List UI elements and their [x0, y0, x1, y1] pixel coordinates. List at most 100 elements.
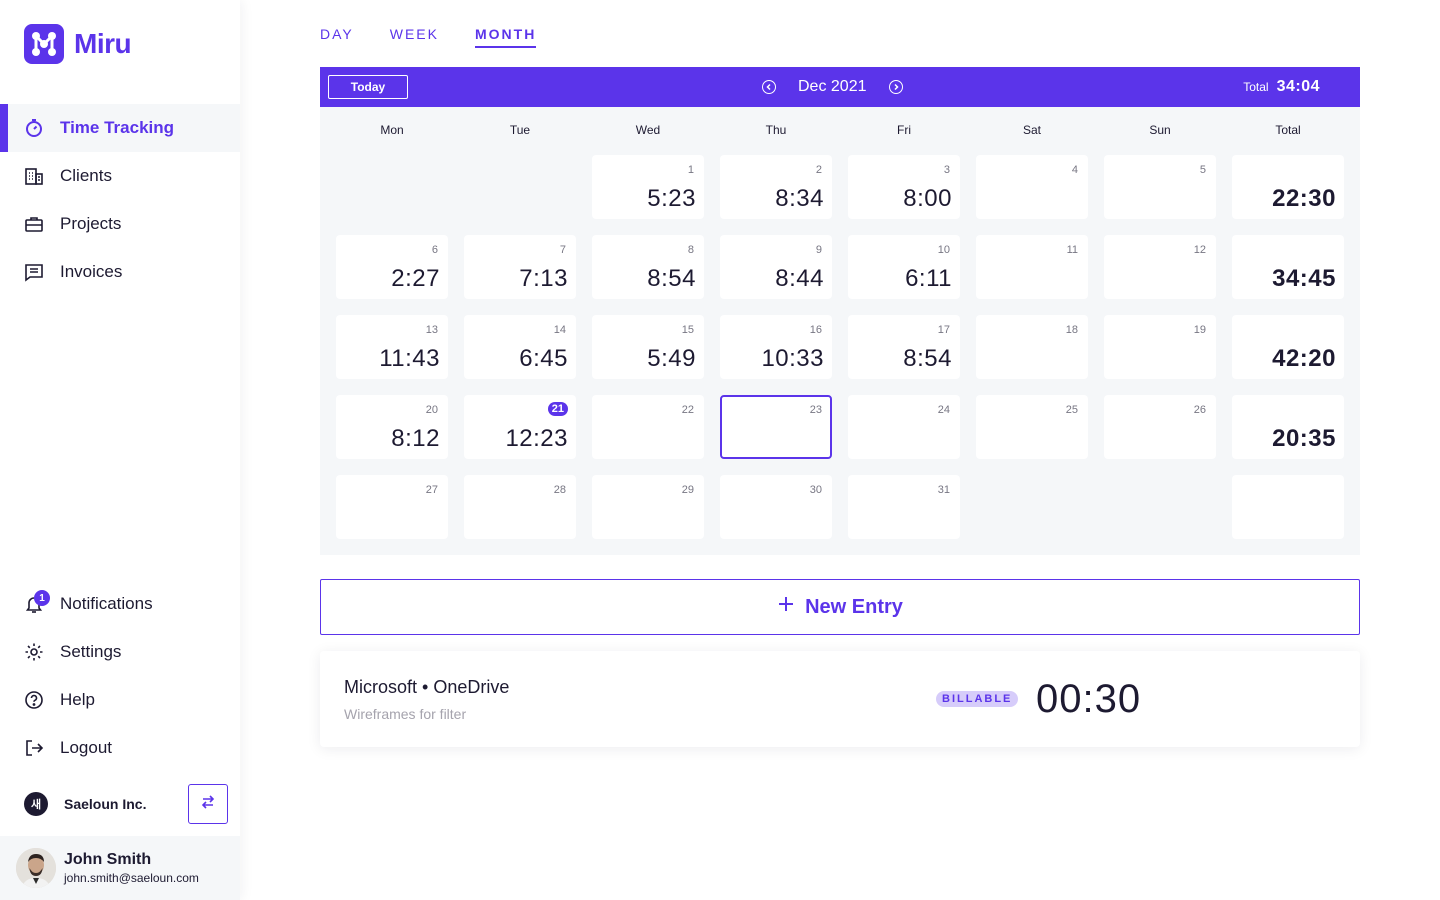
sidebar-item-projects[interactable]: Projects	[0, 200, 240, 248]
day-cell[interactable]: 28	[464, 475, 576, 539]
day-cell[interactable]: 31	[848, 475, 960, 539]
date-number: 28	[553, 484, 566, 496]
date-number: 13	[425, 324, 438, 336]
weekday-label: Mon	[380, 123, 404, 137]
day-cell[interactable]: 16 10:33	[720, 315, 832, 379]
previous-month-button[interactable]	[762, 80, 776, 94]
sidebar-item-invoices[interactable]: Invoices	[0, 248, 240, 296]
stopwatch-icon	[24, 118, 44, 138]
day-cell[interactable]: 4	[976, 155, 1088, 219]
month-total: Total 34:04	[1243, 67, 1320, 107]
day-cell[interactable]: 11	[976, 235, 1088, 299]
sidebar-item-logout[interactable]: Logout	[0, 724, 240, 772]
day-cell[interactable]: 21 12:23	[464, 395, 576, 459]
day-cell[interactable]: 5	[1104, 155, 1216, 219]
sidebar-item-settings[interactable]: Settings	[0, 628, 240, 676]
week-total-value: 22:30	[1272, 185, 1336, 212]
date-number: 12	[1193, 244, 1206, 256]
briefcase-icon	[24, 214, 44, 234]
date-number: 18	[1065, 324, 1078, 336]
day-cell[interactable]: 26	[1104, 395, 1216, 459]
tab-week[interactable]: WEEK	[389, 26, 439, 42]
day-cell[interactable]: 13 11:43	[336, 315, 448, 379]
next-month-button[interactable]	[888, 80, 903, 94]
miru-logo-icon	[24, 24, 64, 64]
weekday-label: Wed	[635, 123, 661, 137]
day-cell[interactable]: 12	[1104, 235, 1216, 299]
day-cell[interactable]: 14 6:45	[464, 315, 576, 379]
day-cell[interactable]: 10 6:11	[848, 235, 960, 299]
week-total-cell: 42:20	[1232, 315, 1344, 379]
calendar-days: 1 5:23 2 8:34 3 8:00 4 5 22:30 6 2:27 7 7:13 8 8:54 9 8:…	[336, 155, 1344, 539]
entry-duration: 00:30	[1036, 677, 1142, 721]
date-number: 25	[1065, 404, 1078, 416]
time-entry-card[interactable]: Microsoft • OneDrive Wireframes for filt…	[320, 651, 1360, 747]
day-cell[interactable]: 2 8:34	[720, 155, 832, 219]
help-icon	[24, 690, 44, 710]
date-number: 29	[681, 484, 694, 496]
day-cell[interactable]: 24	[848, 395, 960, 459]
week-total-value: 20:35	[1272, 425, 1336, 452]
date-number: 7	[559, 244, 566, 256]
sidebar-item-label: Clients	[60, 166, 112, 185]
day-cell[interactable]: 19	[1104, 315, 1216, 379]
day-hours: 8:44	[775, 265, 824, 292]
day-cell[interactable]: 22	[592, 395, 704, 459]
sidebar-item-help[interactable]: Help	[0, 676, 240, 724]
day-cell[interactable]: 18	[976, 315, 1088, 379]
day-cell[interactable]: 15 5:49	[592, 315, 704, 379]
date-number: 10	[937, 244, 950, 256]
day-hours: 8:00	[903, 185, 952, 212]
calendar-header: Today Dec 2021 Total 34:04	[320, 67, 1360, 107]
date-number: 14	[553, 324, 566, 336]
day-cell[interactable]: 7 7:13	[464, 235, 576, 299]
day-cell[interactable]: 8 8:54	[592, 235, 704, 299]
day-hours: 10:33	[761, 345, 824, 372]
view-tabs: DAY WEEK MONTH	[320, 26, 572, 48]
today-button[interactable]: Today	[328, 75, 408, 99]
day-cell[interactable]: 30	[720, 475, 832, 539]
week-total-cell: 22:30	[1232, 155, 1344, 219]
date-number: 23	[809, 404, 822, 416]
day-cell[interactable]: 6 2:27	[336, 235, 448, 299]
app-logo[interactable]: Miru	[24, 24, 132, 64]
user-profile[interactable]: John Smith john.smith@saeloun.com	[0, 836, 240, 900]
week-total-cell: 34:45	[1232, 235, 1344, 299]
logout-icon	[24, 738, 44, 758]
date-number: 24	[937, 404, 950, 416]
sidebar-item-notifications[interactable]: 1 Notifications	[0, 580, 240, 628]
day-cell[interactable]: 3 8:00	[848, 155, 960, 219]
week-total-cell	[1232, 475, 1344, 539]
building-icon	[24, 166, 44, 186]
day-hours: 7:13	[519, 265, 568, 292]
date-number: 31	[937, 484, 950, 496]
day-cell[interactable]: 17 8:54	[848, 315, 960, 379]
date-number: 15	[681, 324, 694, 336]
date-number: 5	[1199, 164, 1206, 176]
date-number: 22	[681, 404, 694, 416]
sidebar-item-clients[interactable]: Clients	[0, 152, 240, 200]
tab-month[interactable]: MONTH	[474, 26, 537, 48]
switch-workspace-button[interactable]	[188, 784, 228, 824]
sidebar-item-label: Logout	[60, 738, 112, 757]
day-cell[interactable]: 27	[336, 475, 448, 539]
day-cell[interactable]: 9 8:44	[720, 235, 832, 299]
billable-badge: BILLABLE	[936, 691, 1019, 707]
day-cell[interactable]: 25	[976, 395, 1088, 459]
sidebar-item-time-tracking[interactable]: Time Tracking	[0, 104, 240, 152]
month-total-value: 34:04	[1276, 78, 1320, 95]
avatar	[16, 848, 56, 888]
date-number: 8	[687, 244, 694, 256]
day-cell[interactable]: 23	[720, 395, 832, 459]
day-cell[interactable]: 20 8:12	[336, 395, 448, 459]
empty-day-slot	[976, 475, 1088, 539]
day-cell[interactable]: 29	[592, 475, 704, 539]
user-email: john.smith@saeloun.com	[64, 871, 199, 885]
new-entry-button[interactable]: New Entry	[320, 579, 1360, 635]
user-name: John Smith	[64, 851, 152, 868]
plus-icon	[777, 595, 795, 619]
today-date-number: 21	[547, 402, 568, 416]
weekday-label: Total	[1275, 123, 1301, 137]
tab-day[interactable]: DAY	[320, 26, 354, 42]
day-cell[interactable]: 1 5:23	[592, 155, 704, 219]
